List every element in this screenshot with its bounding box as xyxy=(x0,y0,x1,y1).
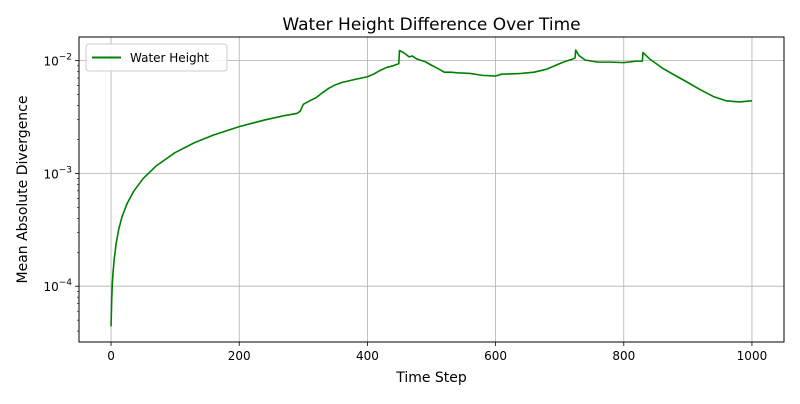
y-tick-label: 10−3 xyxy=(43,165,72,181)
y-axis: 10−4 10−3 10−2 xyxy=(43,53,79,332)
x-tick-label: 400 xyxy=(356,349,379,363)
x-tick-label: 1000 xyxy=(737,349,768,363)
x-axis: 0 200 400 600 800 1000 xyxy=(107,342,767,363)
y-tick-label: 10−4 xyxy=(43,278,72,294)
y-axis-label: Mean Absolute Divergence xyxy=(15,96,31,284)
chart-title: Water Height Difference Over Time xyxy=(282,15,580,35)
x-axis-label: Time Step xyxy=(395,370,467,386)
series-layer xyxy=(110,49,753,327)
series-line-water-height xyxy=(110,49,753,327)
x-tick-label: 800 xyxy=(612,349,635,363)
x-tick-label: 0 xyxy=(107,349,115,363)
legend: Water Height xyxy=(85,43,228,72)
y-tick-label: 10−2 xyxy=(43,53,72,69)
plot-frame xyxy=(78,36,785,343)
x-tick-label: 200 xyxy=(228,349,251,363)
legend-box xyxy=(85,43,228,72)
x-tick-label: 600 xyxy=(484,349,507,363)
legend-label: Water Height xyxy=(130,51,209,65)
